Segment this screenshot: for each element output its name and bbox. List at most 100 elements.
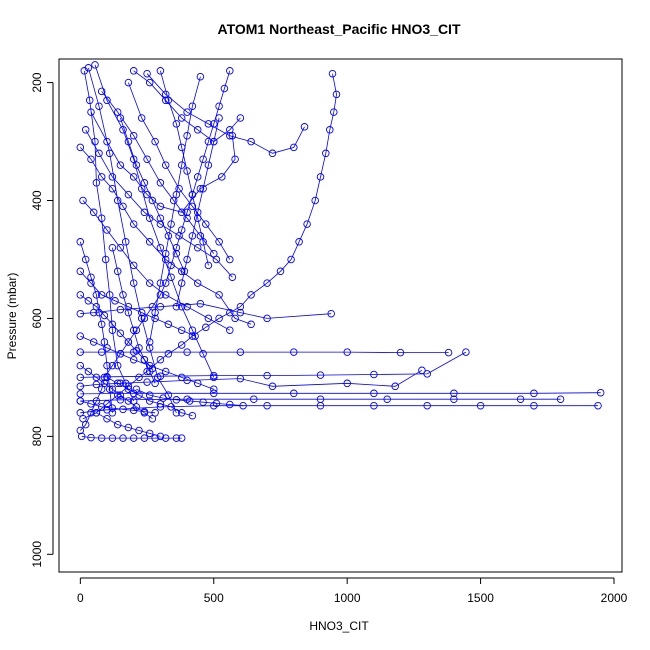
data-point	[103, 137, 111, 146]
y-tick-label: 800	[30, 426, 44, 446]
data-point	[290, 143, 298, 152]
series-line	[80, 351, 467, 378]
data-point	[164, 96, 173, 105]
data-point	[92, 380, 101, 389]
data-point	[91, 61, 99, 69]
data-point	[175, 232, 183, 240]
series-line	[80, 351, 449, 354]
data-point	[263, 401, 271, 410]
data-point	[177, 326, 186, 334]
data-point	[202, 323, 210, 332]
data-point	[164, 350, 173, 358]
data-point	[103, 361, 111, 370]
data-point	[268, 382, 277, 391]
x-axis-label: HNO3_CIT	[309, 619, 369, 633]
data-point	[121, 238, 130, 246]
data-point	[161, 279, 170, 287]
data-point	[226, 131, 234, 140]
y-tick-label: 1000	[30, 541, 44, 568]
data-point	[156, 355, 165, 364]
data-point	[247, 291, 255, 299]
data-point	[516, 395, 525, 403]
data-point	[97, 173, 106, 181]
data-point	[119, 202, 127, 211]
data-point	[172, 190, 181, 199]
data-point	[167, 261, 175, 270]
data-point	[370, 401, 378, 410]
data-point	[97, 291, 106, 299]
data-point	[108, 409, 117, 417]
data-point	[140, 179, 149, 187]
data-point	[143, 378, 151, 386]
data-point	[116, 161, 125, 169]
data-point	[228, 273, 237, 281]
data-point	[161, 96, 170, 105]
data-point	[210, 385, 218, 393]
data-point	[263, 279, 271, 287]
data-point	[95, 149, 103, 158]
data-point	[172, 302, 181, 311]
data-point	[124, 308, 133, 317]
data-point	[239, 401, 247, 410]
data-point	[161, 291, 170, 299]
data-point	[180, 267, 189, 276]
data-point	[204, 261, 213, 270]
series-line	[80, 303, 332, 319]
data-point	[177, 373, 186, 382]
data-point	[87, 273, 95, 281]
data-point	[108, 434, 117, 442]
data-point	[156, 291, 165, 299]
data-point	[183, 302, 191, 311]
data-point	[143, 69, 151, 78]
data-point	[76, 348, 85, 356]
x-tick-label: 0	[77, 591, 84, 605]
data-point	[87, 400, 95, 408]
data-point	[97, 434, 106, 442]
data-point	[140, 208, 149, 217]
data-point	[108, 385, 117, 393]
data-point	[164, 320, 173, 329]
data-point	[116, 391, 125, 399]
data-point	[97, 87, 106, 96]
data-point	[143, 190, 151, 199]
data-point	[116, 329, 125, 337]
data-point	[137, 308, 146, 317]
data-point	[204, 120, 213, 128]
data-point	[210, 249, 218, 258]
data-point	[423, 370, 431, 378]
data-point	[116, 243, 125, 252]
data-point	[151, 137, 159, 146]
data-point	[185, 397, 194, 405]
data-point	[156, 179, 165, 187]
data-point	[236, 302, 245, 311]
data-point	[137, 114, 146, 122]
data-point	[263, 371, 271, 380]
data-point	[212, 399, 221, 408]
data-point	[172, 243, 181, 252]
data-point	[148, 364, 157, 373]
chart-title: ATOM1 Northeast_Pacific HNO3_CIT	[218, 21, 461, 37]
data-point	[161, 434, 170, 442]
data-point	[116, 114, 125, 122]
data-point	[145, 279, 154, 287]
data-point	[287, 255, 295, 264]
data-point	[188, 332, 197, 340]
data-point	[156, 220, 165, 228]
data-point	[326, 126, 334, 134]
data-point	[140, 355, 149, 364]
series-layer	[76, 61, 605, 442]
data-point	[76, 426, 85, 435]
data-point	[111, 297, 119, 305]
data-point	[151, 379, 159, 388]
data-point	[87, 279, 95, 287]
data-point	[113, 267, 122, 276]
data-point	[263, 314, 271, 323]
data-point	[462, 348, 470, 356]
data-point	[383, 395, 391, 403]
x-tick-label: 1000	[334, 591, 361, 605]
data-point	[84, 64, 93, 72]
data-point	[226, 255, 234, 264]
data-point	[92, 179, 101, 187]
series-line	[82, 200, 230, 331]
data-point	[210, 373, 218, 382]
